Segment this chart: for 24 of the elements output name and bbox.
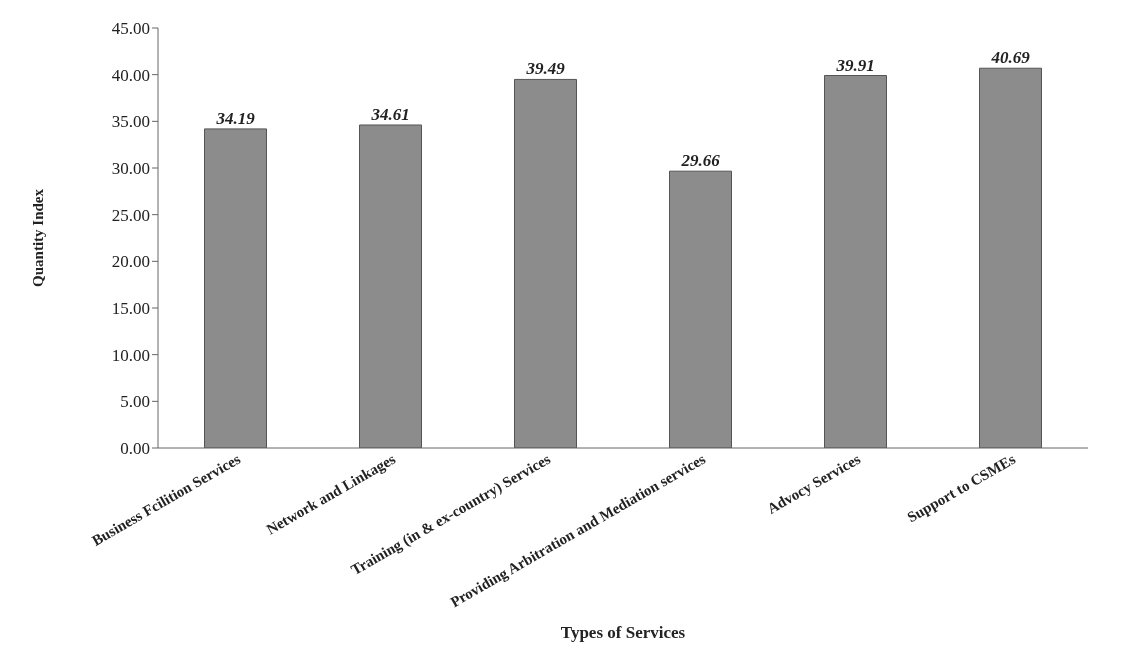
data-label: 29.66: [680, 151, 721, 171]
data-label: 39.91: [835, 55, 875, 75]
data-label: 40.69: [990, 48, 1031, 68]
y-tick-label: 30.00: [111, 159, 150, 179]
y-tick-label: 10.00: [111, 345, 150, 365]
y-tick-label: 15.00: [111, 299, 150, 319]
y-axis-title: Quantity Index: [30, 188, 47, 287]
x-axis-title: Types of Services: [560, 623, 686, 642]
y-tick-label: 20.00: [111, 252, 150, 272]
bar: [979, 67, 1042, 448]
bar: [204, 128, 267, 448]
bar: [824, 75, 887, 448]
y-tick-label: 40.00: [111, 65, 150, 85]
data-label: 34.61: [370, 104, 410, 124]
y-tick-label: 45.00: [111, 19, 150, 39]
y-tick-label: 25.00: [111, 205, 150, 225]
bar: [359, 124, 422, 448]
data-label: 39.49: [525, 59, 566, 79]
y-tick-label: 5.00: [120, 392, 150, 412]
y-tick-label: 35.00: [111, 112, 150, 132]
data-label: 34.19: [215, 108, 256, 128]
bar: [669, 170, 732, 448]
y-tick-label: 0.00: [120, 439, 150, 459]
bar: [514, 78, 577, 448]
